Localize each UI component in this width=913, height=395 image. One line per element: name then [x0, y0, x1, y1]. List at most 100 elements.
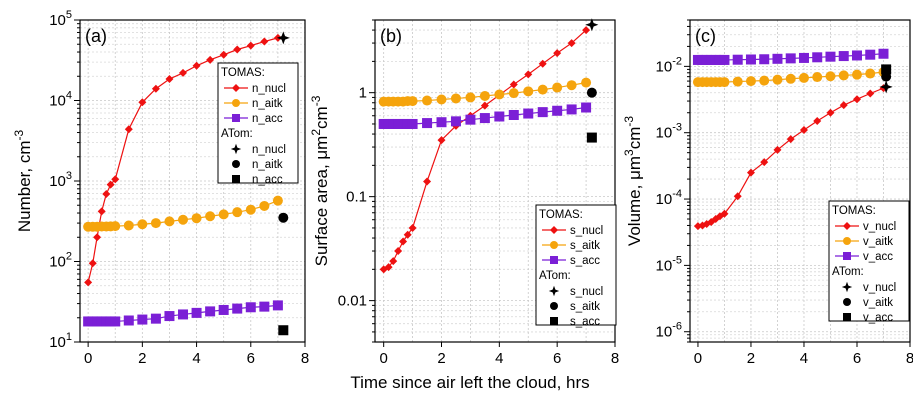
data-point [436, 94, 447, 105]
data-point [760, 158, 769, 167]
legend-entry-label: n_aitk [252, 159, 283, 171]
legend-entry-label: s_acc [570, 255, 600, 267]
data-point [523, 86, 534, 97]
series-atom-v_acc [881, 64, 892, 75]
legend-marker [550, 302, 558, 310]
data-point [178, 309, 189, 320]
data-point [508, 88, 519, 99]
legend-marker [841, 281, 853, 293]
data-point [137, 314, 148, 325]
data-point [825, 71, 836, 82]
data-point [407, 96, 418, 107]
data-point [179, 68, 188, 77]
data-point [785, 53, 796, 64]
data-point [566, 104, 577, 115]
series-layer [83, 31, 290, 336]
y-tick-label: 104 [49, 90, 72, 110]
data-point [479, 113, 490, 124]
legend-marker [843, 313, 851, 321]
data-point [865, 68, 876, 79]
data-point [93, 233, 102, 242]
x-tick-label: 8 [906, 350, 913, 367]
data-point [879, 80, 893, 94]
legend-entry-label: s_nucl [570, 225, 603, 237]
legend-entry-label: v_acc [863, 312, 893, 324]
legend-entry-label: s_aitk [570, 240, 600, 252]
legend-marker [843, 237, 851, 245]
y-axis-label: Number, cm-3 [12, 130, 34, 233]
data-point [581, 102, 592, 113]
data-point [205, 306, 216, 317]
data-point [719, 54, 730, 65]
data-point [719, 77, 730, 88]
data-point [586, 132, 597, 143]
data-point [839, 101, 848, 110]
data-point [394, 247, 403, 256]
data-point [826, 108, 835, 117]
data-point [384, 263, 393, 272]
y-tick-label: 0.1 [346, 189, 367, 206]
data-point [437, 136, 446, 145]
legend-entry-label: v_aitk [863, 236, 893, 248]
data-point [552, 82, 563, 93]
data-point [436, 117, 447, 128]
y-tick-label: 0.01 [338, 293, 367, 310]
data-point [278, 212, 289, 223]
data-point [552, 105, 563, 116]
data-point [465, 92, 476, 103]
data-point [866, 89, 875, 98]
data-point [732, 54, 743, 65]
data-point [399, 237, 408, 246]
data-point [110, 316, 121, 327]
legend-entry-label: s_aitk [570, 301, 600, 313]
data-point [137, 219, 148, 230]
y-tick-label: 105 [49, 9, 72, 29]
series-atom-s_nucl [585, 18, 599, 32]
legend-marker [550, 317, 558, 325]
x-tick-label: 0 [84, 350, 92, 367]
data-point [150, 313, 161, 324]
data-point [566, 80, 577, 91]
data-point [773, 145, 782, 154]
data-point [151, 84, 160, 93]
data-point [494, 89, 505, 100]
data-point [825, 51, 836, 62]
data-point [219, 50, 228, 59]
data-point [759, 75, 770, 86]
data-point [260, 37, 269, 46]
shared-x-axis-label: Time since air left the cloud, hrs [350, 373, 589, 392]
y-tick-label: 1 [359, 85, 367, 102]
data-point [585, 18, 599, 32]
data-point [450, 116, 461, 127]
data-point [509, 80, 518, 89]
data-point [138, 98, 147, 107]
legend-box [217, 62, 299, 184]
data-point [812, 52, 823, 63]
legend-group-title: TOMAS: [221, 67, 265, 79]
data-point [852, 95, 861, 104]
data-point [567, 39, 576, 48]
data-point [581, 77, 592, 88]
data-point [586, 87, 597, 98]
y-tick-label: 10-5 [656, 254, 682, 274]
legend-marker [550, 256, 558, 264]
data-point [218, 304, 229, 315]
legend: TOMAS: n_nucl n_aitk n_acc ATom: n_nucl n_aitk… [217, 62, 299, 186]
series-tomas-s_aitk [378, 77, 592, 107]
data-point [278, 325, 289, 336]
legend-box [535, 204, 617, 326]
data-point [403, 230, 412, 239]
data-point [272, 300, 283, 311]
x-tick-label: 8 [301, 350, 309, 367]
series-atom-v_nucl [879, 80, 893, 94]
data-point [450, 93, 461, 104]
data-point [165, 74, 174, 83]
data-point [838, 70, 849, 81]
data-point [206, 55, 215, 64]
x-tick-label: 4 [495, 350, 503, 367]
legend-marker [548, 285, 560, 297]
legend-entry-label: v_nucl [863, 282, 896, 294]
series-layer [692, 48, 893, 231]
legend-entry-label: n_acc [252, 113, 283, 125]
legend-group-title: ATom: [539, 270, 571, 282]
